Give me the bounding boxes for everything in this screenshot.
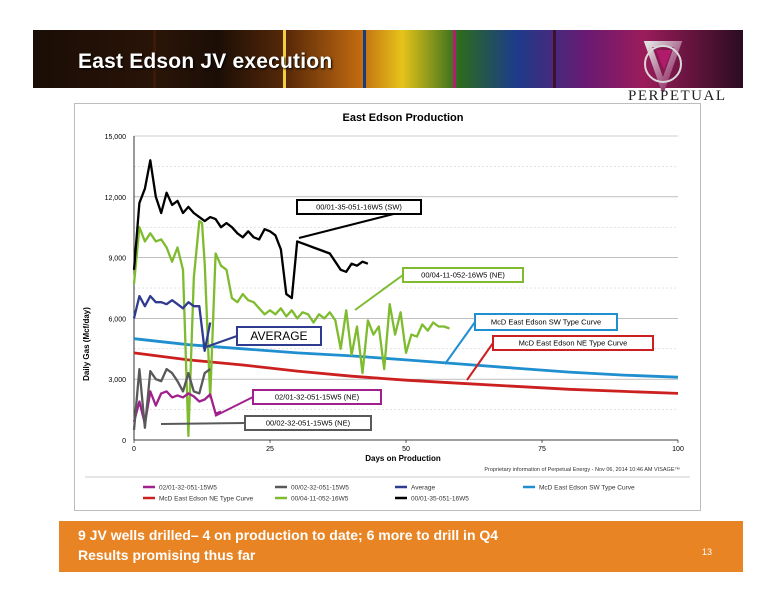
chart-series xyxy=(132,159,679,438)
legend-label: Average xyxy=(411,485,435,492)
banner-stripe xyxy=(363,30,366,88)
legend-item: 00/02-32-051-15W5 xyxy=(275,485,349,492)
annotation-label: AVERAGE xyxy=(250,329,307,343)
annotation-callout: 00/01-35-051-16W5 (SW) xyxy=(296,199,422,239)
annotation-pointer xyxy=(160,422,246,425)
footer-line-2: Results promising thus far xyxy=(78,547,256,563)
x-tick-label: 100 xyxy=(672,446,684,453)
x-axis-ticks: 0 25 50 75 100 xyxy=(132,446,684,453)
annotation-label: 00/02-32-051-15W5 (NE) xyxy=(266,419,351,428)
legend-item: McD East Edson SW Type Curve xyxy=(523,485,635,492)
y-tick-label: 0 xyxy=(122,438,126,445)
series-line-6 xyxy=(132,219,450,438)
legend-item: McD East Edson NE Type Curve xyxy=(143,496,254,503)
annotation-callout: AVERAGE xyxy=(202,326,322,349)
series-line-7 xyxy=(132,159,369,300)
x-tick-label: 25 xyxy=(266,446,274,453)
y-axis-label: Daily Gas (Mcf/day) xyxy=(82,307,91,381)
logo-triangle-icon xyxy=(643,41,683,95)
x-tick-label: 75 xyxy=(538,446,546,453)
chart-footnote: Proprietary information of Perpetual Ene… xyxy=(484,467,680,473)
annotation-callout: McD East Edson NE Type Curve xyxy=(466,335,654,381)
series-line-1 xyxy=(132,390,222,425)
chart-frame: East Edson Production 0 3,000 6,000 9,000 12… xyxy=(74,103,701,511)
series-line-3 xyxy=(132,294,212,352)
y-tick-label: 3,000 xyxy=(108,377,126,384)
legend-item: Average xyxy=(395,485,435,492)
legend-label: 00/04-11-052-16W5 xyxy=(291,496,349,503)
annotation-pointer xyxy=(202,335,238,349)
company-logo-text: PERPETUAL xyxy=(628,88,727,104)
banner-stripe xyxy=(153,30,156,88)
chart-grid xyxy=(133,135,679,443)
annotation-callout: 02/01-32-051-15W5 (NE) xyxy=(214,389,382,417)
annotation-box xyxy=(252,389,382,405)
annotation-pointer xyxy=(444,321,476,365)
banner-stripe xyxy=(553,30,556,88)
annotation-pointer xyxy=(466,342,494,381)
y-tick-label: 12,000 xyxy=(105,195,127,202)
legend-label: 00/01-35-051-16W5 xyxy=(411,496,469,503)
production-chart: East Edson Production 0 3,000 6,000 9,000 12… xyxy=(82,112,690,503)
footer-bar xyxy=(59,521,743,572)
chart-annotations: 00/01-35-051-16W5 (SW) 00/04-11-052-16W5 … xyxy=(160,199,654,431)
series-line-2 xyxy=(132,367,211,431)
chart-legend: 02/01-32-051-15W5 00/02-32-051-15W5 Averag… xyxy=(143,485,635,503)
banner-stripe xyxy=(453,30,456,88)
legend-item: 00/04-11-052-16W5 xyxy=(275,496,349,503)
chart-title: East Edson Production xyxy=(342,112,463,124)
annotation-label: McD East Edson NE Type Curve xyxy=(519,339,628,348)
annotation-callout: 00/02-32-051-15W5 (NE) xyxy=(160,415,372,431)
legend-item: 02/01-32-051-15W5 xyxy=(143,485,217,492)
slide-title: East Edson JV execution xyxy=(78,50,333,73)
y-tick-label: 15,000 xyxy=(105,134,127,141)
annotation-label: 00/01-35-051-16W5 (SW) xyxy=(316,203,402,212)
annotation-callout: 00/04-11-052-16W5 (NE) xyxy=(354,267,524,311)
y-tick-label: 9,000 xyxy=(108,256,126,263)
series-line-5 xyxy=(133,351,679,395)
title-banner xyxy=(33,30,743,88)
x-axis-label: Days on Production xyxy=(365,454,441,463)
annotation-box xyxy=(236,326,322,346)
x-tick-label: 50 xyxy=(402,446,410,453)
page-number: 13 xyxy=(702,547,713,557)
legend-label: McD East Edson NE Type Curve xyxy=(159,496,254,503)
annotation-box xyxy=(492,335,654,351)
company-logo xyxy=(606,36,726,104)
legend-label: 02/01-32-051-15W5 xyxy=(159,485,217,492)
annotation-label: McD East Edson SW Type Curve xyxy=(491,318,601,327)
series-line-4 xyxy=(133,337,679,379)
annotation-pointer xyxy=(214,396,254,417)
annotation-box xyxy=(474,313,618,331)
annotation-box xyxy=(244,415,372,431)
legend-label: McD East Edson SW Type Curve xyxy=(539,485,635,492)
annotation-label: 00/04-11-052-16W5 (NE) xyxy=(421,271,505,280)
banner-stripe xyxy=(283,30,286,88)
y-tick-label: 6,000 xyxy=(108,316,126,323)
y-axis-ticks: 0 3,000 6,000 9,000 12,000 15,000 xyxy=(105,134,127,445)
annotation-pointer xyxy=(354,274,404,311)
annotation-callout: McD East Edson SW Type Curve xyxy=(444,313,618,365)
annotation-box xyxy=(296,199,422,215)
footer-line-1: 9 JV wells drilled– 4 on production to d… xyxy=(78,527,499,543)
legend-item: 00/01-35-051-16W5 xyxy=(395,496,469,503)
legend-label: 00/02-32-051-15W5 xyxy=(291,485,349,492)
x-tick-label: 0 xyxy=(132,446,136,453)
annotation-label: 02/01-32-051-15W5 (NE) xyxy=(275,393,360,402)
annotation-box xyxy=(402,267,524,283)
